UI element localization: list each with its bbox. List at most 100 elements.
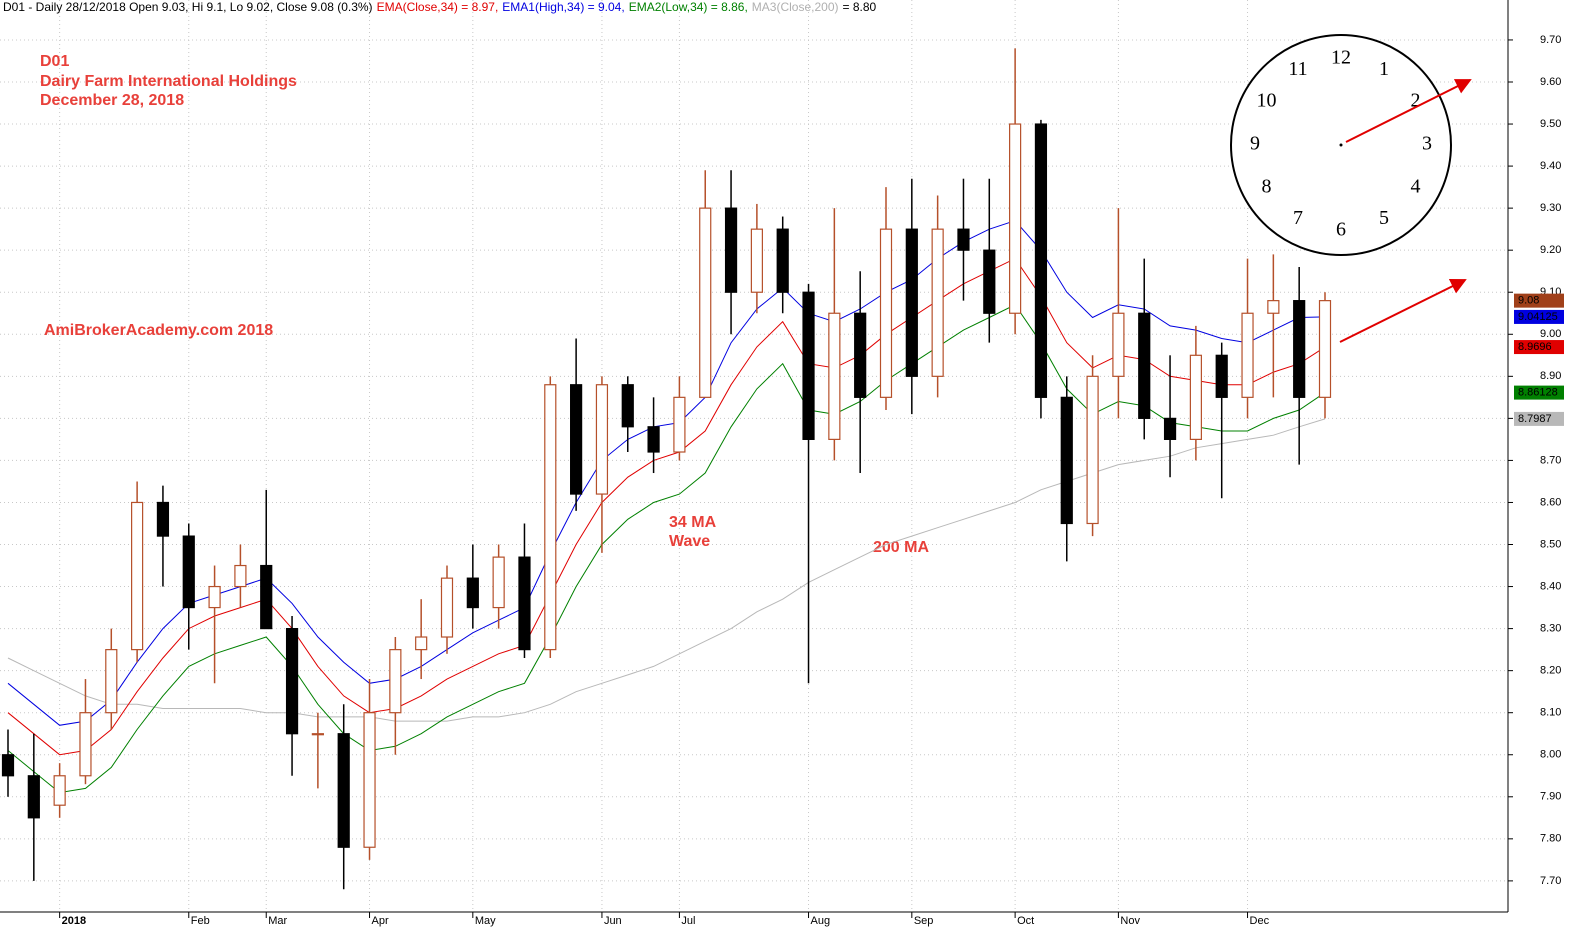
y-tick-label: 7.90 [1540,791,1561,803]
annotation: 200 MA [873,539,929,556]
last-value-tag [1514,340,1564,355]
header-segment: EMA(Close,34) = 8.97, [377,0,499,14]
candle-body [105,649,118,714]
candle-body [879,228,893,398]
header-segment: = 8.80 [842,0,876,14]
y-tick-label: 8.10 [1540,707,1561,719]
candle-body [621,384,634,428]
y-tick-label: 8.50 [1540,538,1561,550]
x-tick-label: Dec [1250,915,1270,927]
clock-number: 5 [1379,207,1389,229]
y-tick-label: 9.70 [1540,34,1561,46]
candle-body [905,228,918,377]
candle-body [724,207,738,293]
candle-body [182,535,195,609]
candle-body [466,577,479,609]
candle-body [337,733,350,848]
arrow [1339,279,1467,343]
y-tick-label: 9.50 [1540,118,1561,130]
clock-number: 4 [1410,176,1420,198]
header-segment: EMA2(Low,34) = 8.86, [629,0,748,14]
candle-body [802,291,815,440]
candle-body [828,312,841,440]
title: D01 [40,53,69,70]
last-value-label: 9.04125 [1518,311,1558,323]
y-tick-label: 9.40 [1540,160,1561,172]
candle-body [440,577,454,638]
ma-line [7,304,1326,794]
candle-body [79,712,92,777]
header-segment: EMA1(High,34) = 9.04, [502,0,624,14]
candle-body [389,649,402,714]
y-tick-label: 8.70 [1540,454,1561,466]
clock-number: 1 [1379,58,1389,80]
title: Dairy Farm International Holdings [40,73,297,90]
candle-body [234,564,247,588]
x-tick-label: Jul [681,915,695,927]
y-tick-label: 8.90 [1540,370,1561,382]
last-value-label: 9.08 [1518,295,1539,307]
arrow [1345,79,1472,143]
x-tick-label: Sep [914,915,934,927]
clock-number: 3 [1422,133,1432,155]
candle-body [1009,123,1022,314]
header: D01 - Daily 28/12/2018 Open 9.03, Hi 9.1… [3,0,877,14]
candle-body [931,228,944,377]
x-tick-label: Aug [811,915,831,927]
candle-body [492,556,505,609]
clock-center [1339,143,1343,147]
candle-body [1086,375,1099,525]
candle-body [1241,312,1254,398]
title: December 28, 2018 [40,92,184,109]
candle-body [750,228,763,293]
candle-body [415,636,428,651]
last-value-label: 8.86128 [1518,387,1558,399]
candle-body [363,712,376,848]
y-tick-label: 8.60 [1540,496,1561,508]
candle-body [1318,300,1332,398]
clock-number: 7 [1293,207,1303,229]
y-tick-label: 9.30 [1540,202,1561,214]
last-value-tag [1514,385,1564,400]
annotation: Wave [669,533,710,550]
candle-body [673,396,686,453]
candle-body [699,207,712,398]
clock-number: 10 [1257,90,1277,112]
candle-body [518,556,531,651]
clock-number: 2 [1410,90,1420,112]
clock-number: 8 [1262,176,1272,198]
candle-body [983,249,996,314]
last-value-label: 8.7987 [1518,413,1552,425]
candle-body [311,733,324,736]
candle-body [131,501,144,651]
ma-line [7,418,1326,722]
candle-body [208,585,221,609]
candle-body [1034,123,1048,398]
candle-body [285,628,299,735]
y-tick-label: 7.80 [1540,833,1561,845]
y-tick-label: 8.30 [1540,623,1561,635]
x-tick-label: Jun [604,915,622,927]
y-tick-label: 7.70 [1540,875,1561,887]
last-value-tag [1514,309,1564,324]
candle-body [776,228,789,293]
candle-body [1112,312,1125,377]
x-tick-label: May [475,915,496,927]
last-value-label: 8.9696 [1518,341,1552,353]
y-tick-label: 8.00 [1540,749,1561,761]
x-tick-label: Oct [1017,915,1034,927]
y-tick-label: 9.00 [1540,328,1561,340]
last-value-tag [1514,411,1564,426]
candle-body [1267,300,1280,314]
y-tick-label: 8.20 [1540,665,1561,677]
candle-body [1060,396,1073,525]
plot [1,48,1332,890]
header-segment: D01 - Daily 28/12/2018 Open 9.03, Hi 9.1… [3,0,373,14]
candle-body [53,775,66,806]
y-tick-label: 8.40 [1540,580,1561,592]
candle-body [595,384,609,495]
clock-number: 6 [1336,219,1346,241]
header-segment: MA3(Close,200) [752,0,839,14]
candle-body [156,501,170,537]
